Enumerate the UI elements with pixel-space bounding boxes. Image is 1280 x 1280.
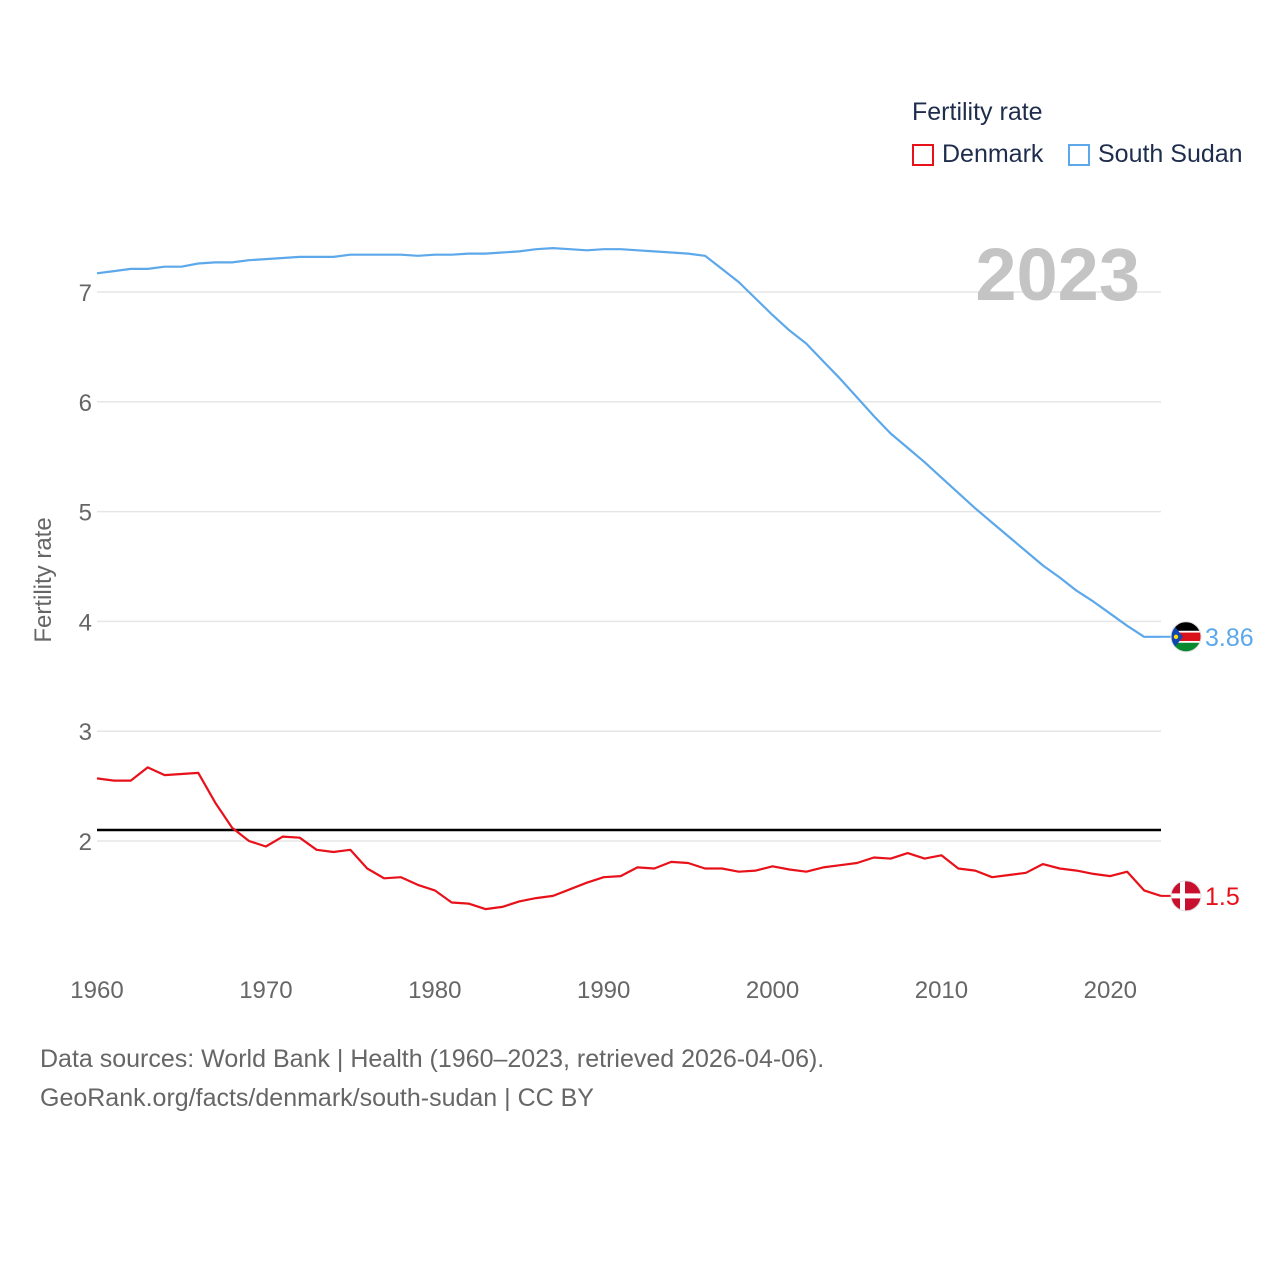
x-tick-label-2000: 2000 [746, 977, 799, 1004]
flag-icon-south-sudan [1170, 621, 1202, 653]
x-axis-tick-labels: 1960 1970 1980 1990 2000 2010 2020 [70, 977, 1137, 1004]
legend-swatch-denmark [912, 143, 934, 166]
series-line-south-sudan [96, 247, 1161, 638]
y-tick-label-4: 4 [79, 609, 92, 636]
x-tick-label-1990: 1990 [577, 977, 630, 1004]
legend-item-denmark[interactable]: Denmark [912, 140, 1043, 169]
y-tick-label-5: 5 [79, 500, 92, 527]
legend-swatch-south-sudan [1068, 143, 1090, 166]
x-tick-label-2010: 2010 [915, 977, 968, 1004]
y-tick-label-3: 3 [79, 719, 92, 746]
y-axis-tick-labels: 2 3 4 5 6 7 [79, 280, 92, 856]
x-tick-label-1960: 1960 [70, 977, 123, 1004]
series-line-denmark [96, 766, 1162, 911]
gridlines [97, 291, 1161, 842]
legend-label-denmark: Denmark [942, 140, 1044, 168]
end-value-label-south-sudan: 3.86 [1205, 624, 1254, 652]
y-tick-label-6: 6 [79, 390, 92, 417]
legend-title: Fertility rate [912, 98, 1043, 126]
y-axis-title: Fertility rate [30, 517, 57, 642]
series-lines [96, 247, 1162, 911]
flag-icon-denmark [1170, 880, 1202, 912]
source-line-2: GeoRank.org/facts/denmark/south-sudan | … [40, 1084, 594, 1112]
y-tick-label-7: 7 [79, 280, 92, 307]
x-tick-label-2020: 2020 [1084, 977, 1137, 1004]
end-value-label-denmark: 1.5 [1205, 883, 1240, 911]
series-end-labels: 1.5 3.86 [1161, 621, 1254, 912]
x-tick-label-1980: 1980 [408, 977, 461, 1004]
legend-item-south-sudan[interactable]: South Sudan [1068, 140, 1243, 169]
legend-label-south-sudan: South Sudan [1098, 140, 1243, 168]
x-tick-label-1970: 1970 [239, 977, 292, 1004]
source-line-1: Data sources: World Bank | Health (1960–… [40, 1045, 825, 1073]
y-tick-label-2: 2 [79, 829, 92, 856]
year-label: 2023 [975, 233, 1140, 316]
